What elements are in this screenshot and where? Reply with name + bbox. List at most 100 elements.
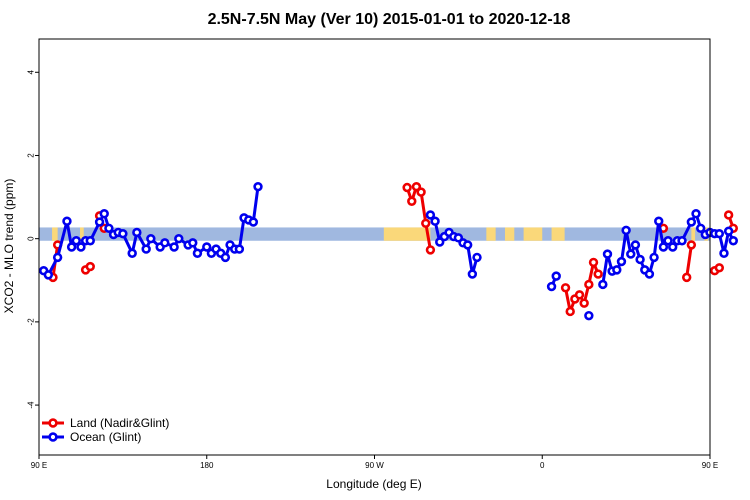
x-tick-label: 180 <box>200 461 214 470</box>
data-point <box>421 218 431 228</box>
data-point <box>188 238 198 248</box>
data-point <box>402 182 412 193</box>
y-tick-label: 4 <box>27 70 36 75</box>
data-point <box>663 236 673 246</box>
data-point <box>425 245 436 255</box>
series-line <box>685 244 693 278</box>
x-tick-label: 90 E <box>31 461 47 470</box>
data-point <box>584 310 594 321</box>
data-point <box>127 248 137 258</box>
data-point <box>62 216 72 226</box>
data-point <box>677 236 687 246</box>
legend-label: Land (Nadir&Glint) <box>70 416 169 430</box>
data-point <box>425 210 436 220</box>
data-point <box>192 248 203 258</box>
data-point <box>85 261 95 272</box>
x-tick-label: 0 <box>540 461 545 470</box>
data-point <box>616 256 627 267</box>
legend: Land (Nadir&Glint)Ocean (Glint) <box>42 416 169 444</box>
data-point <box>691 209 701 219</box>
data-point <box>411 181 422 192</box>
data-point <box>52 252 63 263</box>
data-point <box>649 252 659 263</box>
land-band <box>486 227 496 241</box>
data-point <box>43 270 54 280</box>
data-point <box>99 209 109 219</box>
x-axis-label: Longitude (deg E) <box>326 477 421 491</box>
data-point <box>234 244 245 254</box>
plot-frame <box>38 38 711 456</box>
data-point <box>686 240 697 250</box>
data-point <box>146 233 156 244</box>
data-point <box>467 269 478 279</box>
data-point <box>588 257 599 268</box>
y-tick-label: 2 <box>27 153 36 158</box>
data-point <box>546 281 557 292</box>
data-point <box>407 196 417 206</box>
data-point <box>695 223 706 233</box>
data-point <box>626 249 636 259</box>
data-point <box>644 269 655 279</box>
data-point <box>248 217 259 227</box>
land-band <box>691 227 696 241</box>
land-band <box>52 227 58 241</box>
y-tick-label: -2 <box>27 318 36 326</box>
data-point <box>686 217 697 227</box>
data-point <box>635 254 645 265</box>
data-point <box>416 187 426 197</box>
data-point <box>565 306 575 317</box>
data-point <box>728 236 738 246</box>
data-point <box>430 216 440 226</box>
data-point <box>104 223 114 233</box>
data-point <box>132 227 142 238</box>
data-point <box>66 242 77 252</box>
data-point <box>723 226 734 236</box>
y-tick-label: 0 <box>27 236 36 241</box>
data-point <box>253 181 263 192</box>
series-ocean <box>38 181 738 321</box>
data-point <box>118 228 128 239</box>
data-point <box>621 225 631 236</box>
legend-swatch-marker <box>48 432 58 442</box>
land-band <box>523 227 543 241</box>
y-axis-label: XCO2 - MLO trend (ppm) <box>2 179 16 314</box>
data-point <box>85 236 95 246</box>
data-point <box>598 279 608 290</box>
data-point <box>602 249 613 259</box>
axes: 90 E 180 90 W 0 90 E 4 2 0 -2 -4 <box>27 70 719 470</box>
legend-label: Ocean (Glint) <box>70 430 141 444</box>
data-point <box>593 269 603 279</box>
data-point <box>435 237 445 247</box>
data-point <box>462 240 473 250</box>
data-point <box>76 242 86 252</box>
data-point <box>220 252 231 263</box>
data-point <box>94 217 105 227</box>
chart-title: 2.5N-7.5N May (Ver 10) 2015-01-01 to 202… <box>208 11 571 28</box>
data-point <box>202 242 212 252</box>
data-point <box>682 272 692 283</box>
data-point <box>71 236 81 246</box>
data-point <box>658 242 669 252</box>
data-point <box>723 210 734 220</box>
data-point <box>612 265 622 275</box>
data-point <box>714 263 725 273</box>
x-tick-label: 90 E <box>702 461 718 470</box>
y-tick-label: -4 <box>27 401 36 409</box>
data-point <box>174 233 184 244</box>
data-point <box>574 290 585 300</box>
data-point <box>551 271 561 281</box>
data-point <box>630 240 641 250</box>
data-point <box>714 228 725 239</box>
x-tick-label: 90 W <box>365 461 384 470</box>
data-point <box>169 242 179 252</box>
land-band <box>383 227 431 241</box>
plot-area <box>38 181 738 321</box>
data-point <box>560 283 571 293</box>
background-band <box>39 227 710 241</box>
land-band <box>80 227 84 241</box>
data-point <box>584 279 594 290</box>
legend-swatch-marker <box>48 418 58 428</box>
data-point <box>719 248 729 258</box>
data-point <box>668 242 678 252</box>
